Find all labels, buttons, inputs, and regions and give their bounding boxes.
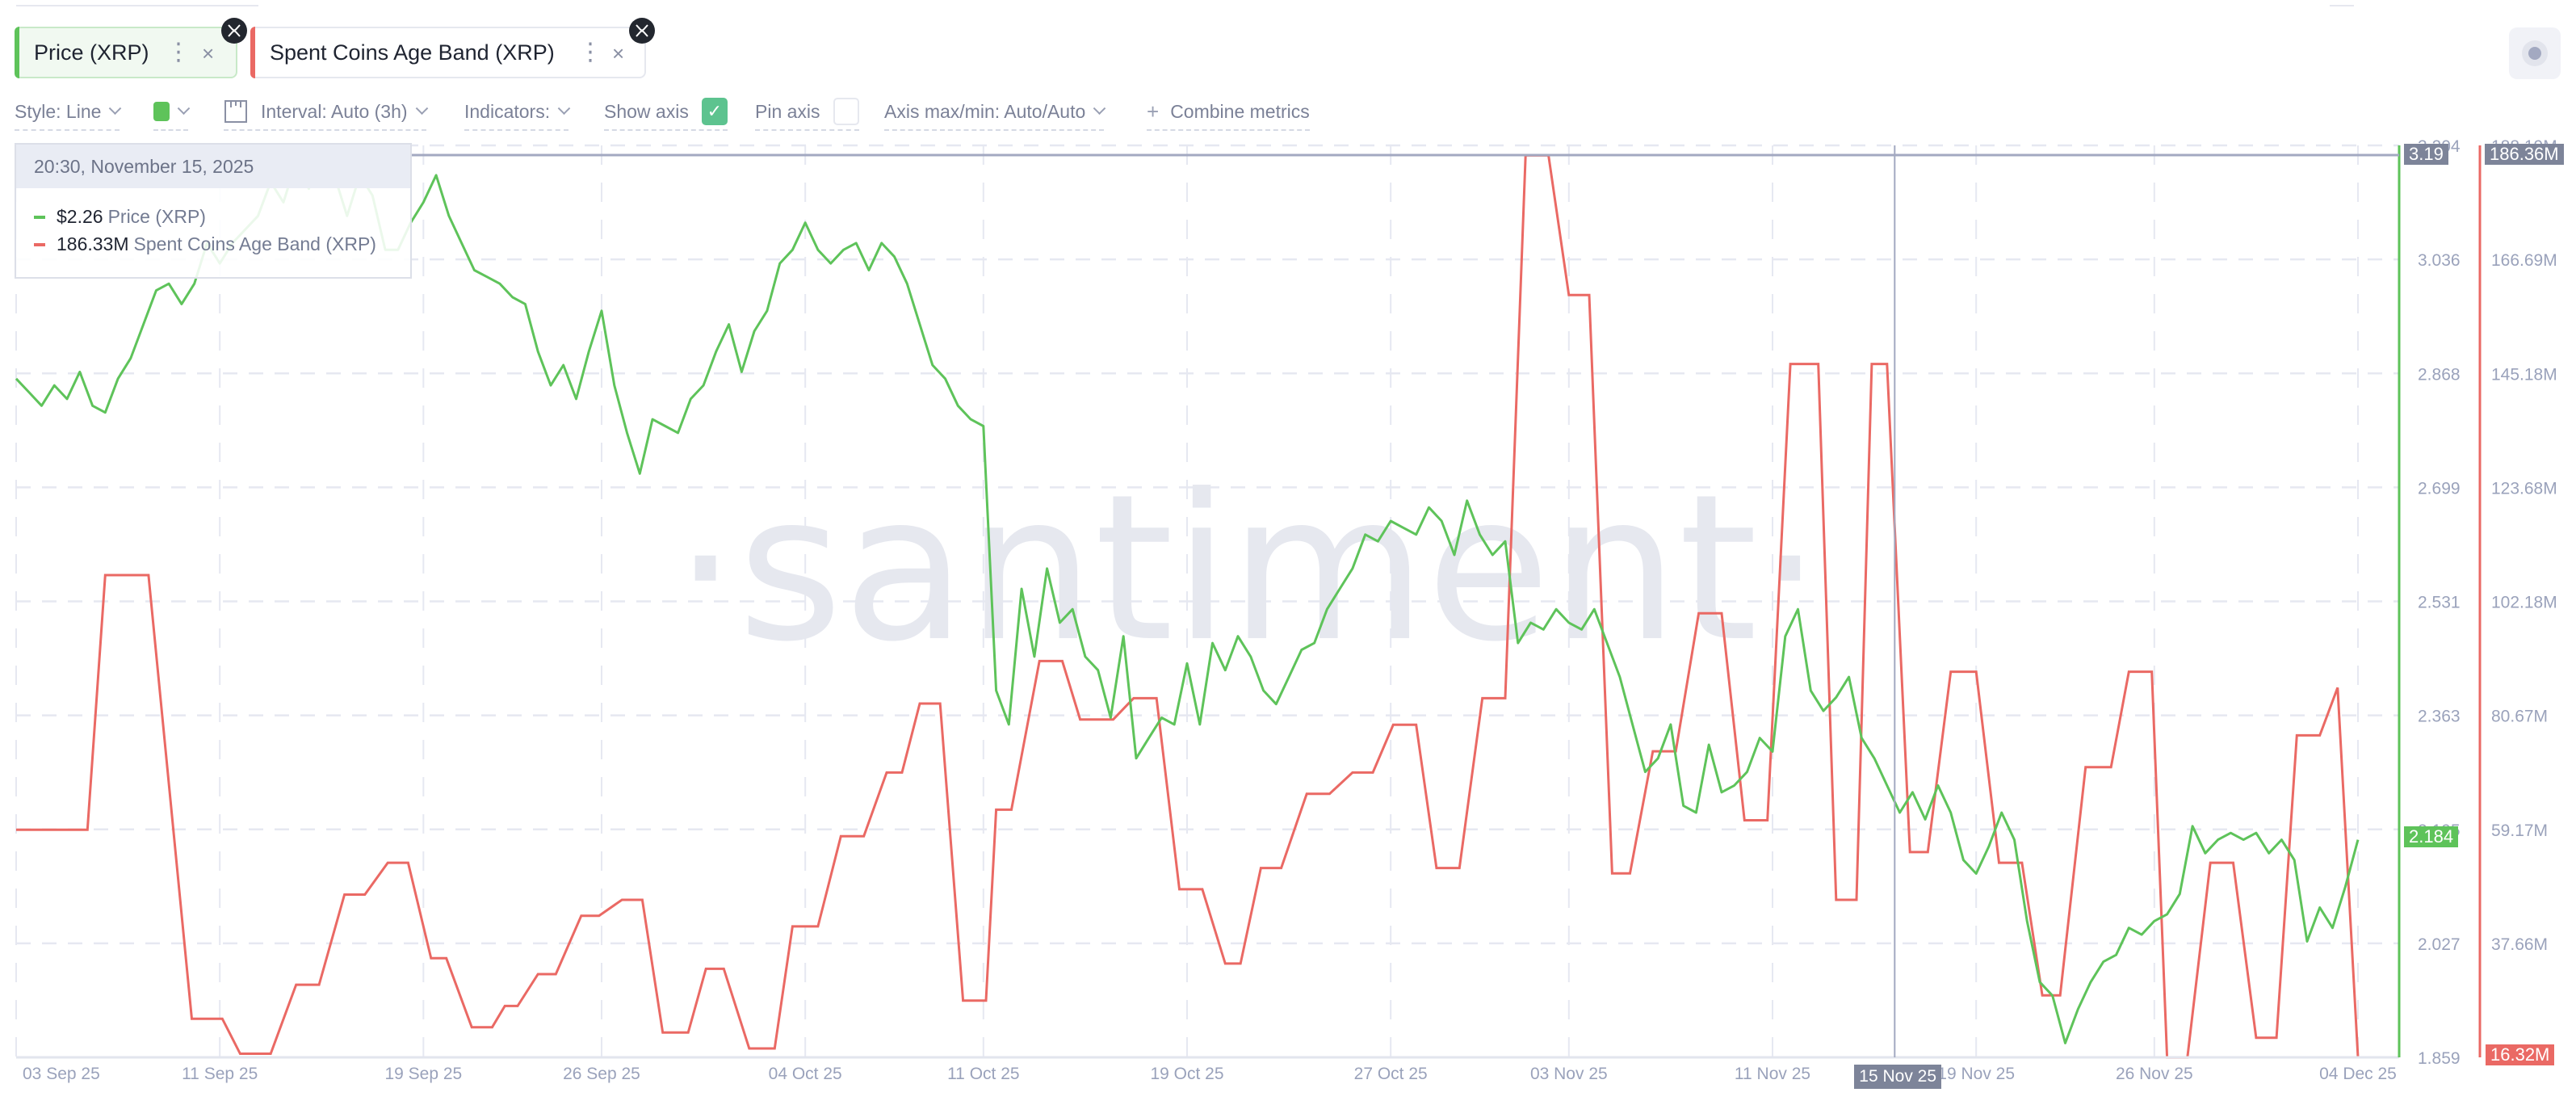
svg-text:59.17M: 59.17M: [2491, 821, 2548, 840]
last-price-badge: 2.184: [2404, 826, 2459, 847]
metric-tab-price[interactable]: Price (XRP) ⋮ ×: [15, 27, 237, 78]
svg-text:26 Sep 25: 26 Sep 25: [563, 1065, 640, 1083]
cropped-control: [16, 0, 258, 6]
svg-text:2.868: 2.868: [2418, 365, 2461, 384]
show-axis-toggle[interactable]: Show axis ✓: [604, 95, 728, 131]
svg-text:123.68M: 123.68M: [2491, 479, 2557, 498]
svg-text:102.18M: 102.18M: [2491, 594, 2557, 612]
crosshair-spent-badge: 186.36M: [2485, 144, 2564, 165]
close-icon[interactable]: ×: [202, 41, 215, 65]
svg-text:19 Oct 25: 19 Oct 25: [1150, 1065, 1223, 1083]
tooltip-row-price: $2.26 Price (XRP): [34, 206, 206, 228]
xrp-logo-icon: [221, 18, 247, 44]
style-dropdown[interactable]: Style: Line: [15, 95, 122, 131]
show-axis-label: Show axis: [604, 100, 689, 122]
kebab-icon[interactable]: ⋮: [578, 39, 602, 65]
watermark: ·santiment·: [673, 451, 1822, 686]
svg-text:2.363: 2.363: [2418, 708, 2461, 726]
svg-text:2.531: 2.531: [2418, 594, 2461, 612]
tooltip-metric-name: Spent Coins Age Band (XRP): [133, 233, 376, 254]
cropped-control: [2330, 0, 2354, 6]
metric-tab-label: Price (XRP): [34, 40, 149, 65]
ruler-icon: [224, 100, 247, 123]
hover-tooltip: 20:30, November 15, 2025 $2.26 Price (XR…: [15, 143, 412, 279]
tooltip-datetime: 20:30, November 15, 2025: [16, 145, 410, 188]
svg-text:26 Nov 25: 26 Nov 25: [2116, 1065, 2193, 1083]
svg-text:11 Oct 25: 11 Oct 25: [947, 1065, 1020, 1083]
top-strip-cropped: [0, 0, 2576, 10]
svg-text:11 Nov 25: 11 Nov 25: [1735, 1065, 1810, 1083]
svg-text:1.859: 1.859: [2418, 1049, 2461, 1068]
legend-swatch: [34, 242, 45, 246]
svg-text:19 Sep 25: 19 Sep 25: [384, 1065, 462, 1083]
svg-text:03 Nov 25: 03 Nov 25: [1530, 1065, 1608, 1083]
x-axis-labels: 03 Sep 25 11 Sep 25 19 Sep 25 26 Sep 25 04 O…: [23, 1065, 2397, 1083]
indicators-label: Indicators:: [464, 100, 551, 122]
svg-text:37.66M: 37.66M: [2491, 935, 2548, 954]
svg-text:145.18M: 145.18M: [2491, 365, 2557, 384]
kebab-icon[interactable]: ⋮: [166, 39, 191, 65]
svg-text:166.69M: 166.69M: [2491, 251, 2557, 270]
metric-tab-spent-coins[interactable]: Spent Coins Age Band (XRP) ⋮ ×: [250, 27, 646, 78]
crosshair-date-badge: 15 Nov 25: [1854, 1065, 1942, 1089]
pin-axis-toggle[interactable]: Pin axis: [755, 95, 859, 131]
svg-text:80.67M: 80.67M: [2491, 708, 2548, 726]
pin-axis-checkbox[interactable]: [833, 98, 859, 125]
svg-text:2.699: 2.699: [2418, 479, 2461, 498]
combine-metrics-label: Combine metrics: [1170, 100, 1310, 122]
legend-swatch: [34, 215, 45, 219]
svg-text:19 Nov 25: 19 Nov 25: [1937, 1065, 2015, 1083]
tooltip-metric-name: Price (XRP): [107, 206, 206, 227]
interval-dropdown[interactable]: Interval: Auto (3h): [224, 95, 428, 131]
last-spent-badge: 16.32M: [2486, 1044, 2555, 1065]
axis-maxmin-label: Axis max/min: Auto/Auto: [884, 100, 1086, 122]
svg-text:27 Oct 25: 27 Oct 25: [1354, 1065, 1428, 1083]
crosshair: [412, 145, 2399, 1057]
svg-text:11 Sep 25: 11 Sep 25: [182, 1065, 258, 1083]
interval-label: Interval: Auto (3h): [261, 100, 408, 122]
style-label: Style: Line: [15, 100, 102, 122]
svg-text:04 Dec 25: 04 Dec 25: [2319, 1065, 2397, 1083]
metric-color-bar: [15, 27, 19, 78]
close-icon[interactable]: ×: [612, 41, 625, 65]
show-axis-checkbox[interactable]: ✓: [701, 98, 728, 125]
svg-text:3.036: 3.036: [2418, 251, 2461, 270]
svg-text:03 Sep 25: 03 Sep 25: [23, 1065, 100, 1083]
crosshair-price-badge: 3.19: [2404, 144, 2448, 165]
tooltip-value: 186.33M: [57, 233, 129, 254]
chart-toolbar: Style: Line Interval: Auto (3h) Indicato…: [0, 89, 1373, 131]
metric-color-bar: [250, 27, 255, 78]
plus-icon: +: [1147, 99, 1160, 124]
axis-maxmin-dropdown[interactable]: Axis max/min: Auto/Auto: [884, 95, 1106, 131]
color-dropdown[interactable]: [153, 95, 191, 131]
tooltip-value: $2.26: [57, 206, 103, 227]
color-swatch: [153, 102, 170, 121]
svg-text:2.027: 2.027: [2418, 935, 2461, 954]
indicators-dropdown[interactable]: Indicators:: [464, 95, 571, 131]
metric-tab-label: Spent Coins Age Band (XRP): [270, 40, 555, 65]
combine-metrics-button[interactable]: + Combine metrics: [1147, 95, 1310, 131]
svg-text:04 Oct 25: 04 Oct 25: [769, 1065, 842, 1083]
pin-axis-label: Pin axis: [755, 100, 820, 122]
y-axis-labels: 3.2043.0362.8682.6992.5312.3632.1952.027…: [2418, 137, 2557, 1068]
chart-settings-button[interactable]: [2509, 27, 2561, 79]
xrp-logo-icon: [629, 18, 655, 44]
record-icon: [2522, 40, 2548, 66]
tooltip-row-spent: 186.33M Spent Coins Age Band (XRP): [34, 233, 376, 255]
